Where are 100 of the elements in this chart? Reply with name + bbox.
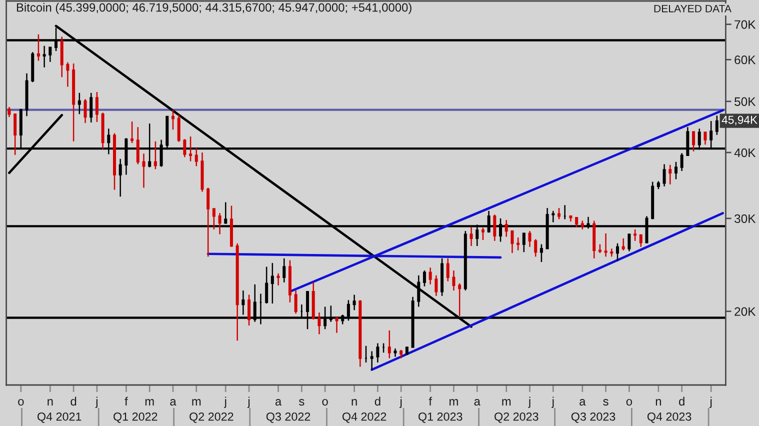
candlestick	[60, 36, 64, 78]
candlestick	[376, 342, 380, 364]
candlestick	[248, 294, 251, 326]
candlestick	[48, 46, 52, 63]
candlestick	[194, 147, 198, 167]
candlestick	[622, 238, 625, 251]
candlestick	[417, 274, 420, 308]
x-tick-label: a	[580, 399, 586, 406]
candlestick	[470, 226, 473, 247]
candlestick	[388, 330, 391, 359]
candlestick	[604, 232, 608, 258]
x-tick-label: m	[502, 399, 511, 406]
candlestick	[78, 92, 81, 115]
x-tick-label: j	[552, 396, 554, 408]
candlestick	[598, 244, 602, 254]
candlestick	[428, 267, 432, 285]
candlestick	[382, 342, 386, 354]
x-tick-label: m	[450, 399, 458, 406]
x-tick-label: d	[70, 396, 76, 406]
y-tick-label: 70K	[734, 20, 756, 29]
candlestick	[312, 282, 315, 320]
candlestick	[364, 345, 368, 364]
x-tick-label: d	[679, 396, 684, 406]
x-tick-label: o	[626, 399, 632, 406]
candlestick	[540, 244, 543, 263]
candlestick	[552, 210, 555, 223]
candlestick	[183, 138, 186, 158]
candlestick	[692, 131, 696, 152]
candlestick	[177, 114, 180, 143]
candlestick	[8, 106, 11, 118]
candlestick	[72, 62, 76, 142]
y-tick-label: 30K	[734, 214, 756, 223]
candlestick	[189, 136, 192, 162]
candlestick	[575, 217, 578, 228]
candlestick	[422, 270, 426, 288]
candlestick	[639, 234, 642, 248]
candlestick	[704, 131, 707, 146]
candlestick	[270, 262, 274, 304]
candlestick	[136, 126, 140, 165]
x-tick-label: j	[709, 396, 712, 408]
candlestick	[206, 187, 210, 258]
candlestick	[558, 207, 561, 220]
x2-tick-label: Q4 2022	[342, 412, 386, 423]
candlestick	[634, 228, 637, 242]
candlestick	[680, 152, 684, 172]
candlestick	[101, 112, 104, 150]
candlestick	[452, 270, 456, 292]
x-tick-label: n	[352, 399, 357, 406]
x-tick-label: a	[275, 399, 282, 406]
candlestick	[142, 153, 146, 188]
candlestick	[656, 180, 660, 190]
x-tick-label: s	[299, 399, 304, 406]
x2-tick-label: Q4 2021	[38, 412, 82, 423]
candlestick	[42, 45, 46, 68]
candlestick	[352, 294, 356, 311]
candlestick	[318, 312, 321, 335]
candlestick	[493, 214, 496, 242]
candlestick	[563, 204, 566, 220]
candlestick	[154, 140, 157, 170]
x-tick-label: s	[603, 399, 608, 406]
candlestick	[370, 350, 374, 370]
x2-tick-label: Q1 2023	[418, 412, 462, 423]
candlestick	[662, 164, 666, 188]
annotation: DELAYED DATA	[654, 4, 732, 12]
y-tick-label: 40K	[734, 148, 756, 158]
x-tick-label: a	[170, 399, 176, 406]
candlestick	[236, 242, 239, 342]
x-tick-label: a	[474, 399, 480, 406]
candlestick	[580, 220, 584, 230]
candlestick	[282, 258, 286, 283]
candlestick	[90, 92, 93, 124]
candlestick	[405, 346, 408, 355]
x-tick-label: f	[124, 396, 128, 406]
candlestick	[504, 219, 508, 238]
candlestick	[230, 205, 233, 248]
candlestick	[715, 114, 718, 136]
x-tick-label: m	[145, 399, 154, 406]
candlestick	[394, 348, 397, 358]
x-tick-label: j	[528, 396, 530, 408]
candlestick	[668, 164, 672, 186]
candlestick	[481, 227, 484, 241]
x-tick-label: o	[322, 399, 328, 406]
x-tick-label: n	[656, 399, 661, 406]
x-tick-label: n	[48, 399, 53, 406]
candlestick	[569, 214, 572, 222]
annotation: 45,94K	[722, 116, 758, 126]
candlestick	[95, 91, 98, 123]
candlestick	[14, 113, 17, 156]
candlestick	[335, 316, 338, 334]
candlestick	[288, 260, 292, 303]
x2-tick-label: Q2 2023	[494, 412, 538, 423]
x-tick-label: j	[224, 396, 226, 408]
x-tick-label: j	[399, 396, 402, 408]
x-tick-label: f	[428, 396, 432, 406]
candlestick	[25, 72, 28, 117]
candlestick	[118, 158, 122, 198]
x-tick-label: d	[374, 396, 380, 406]
candlestick	[294, 290, 298, 314]
candlestick	[616, 242, 619, 262]
candlestick	[171, 109, 174, 130]
